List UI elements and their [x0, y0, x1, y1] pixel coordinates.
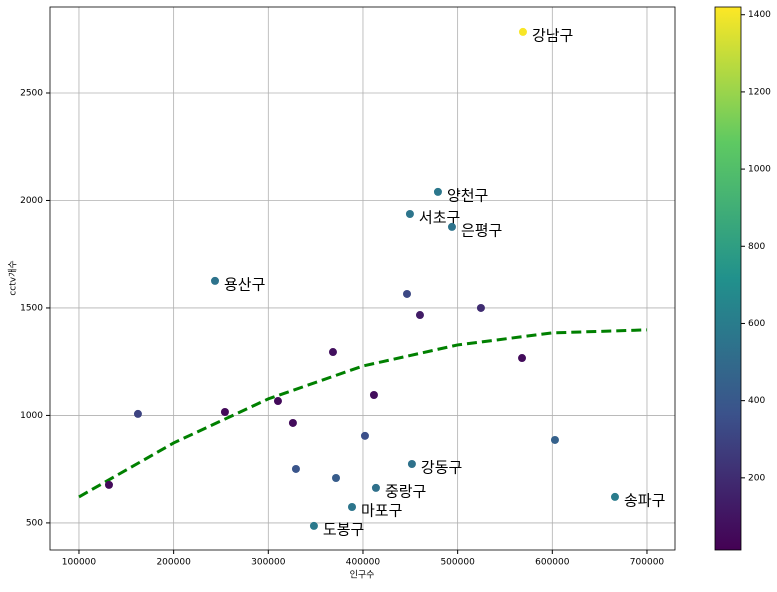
colorbar-tick-label: 1000 — [748, 165, 771, 175]
y-tick-label: 2000 — [20, 196, 43, 206]
point-label: 강동구 — [421, 459, 462, 477]
point-label: 중랑구 — [385, 482, 426, 500]
point — [610, 492, 619, 501]
x-tick-label: 200000 — [156, 558, 191, 568]
point — [369, 391, 378, 400]
x-tick-label: 100000 — [62, 558, 97, 568]
point — [360, 431, 369, 440]
point — [211, 276, 220, 285]
point — [309, 521, 318, 530]
colorbar-tick-label: 600 — [748, 319, 765, 329]
point — [288, 418, 297, 427]
point-label: 은평구 — [461, 221, 502, 239]
point — [433, 187, 442, 196]
point — [476, 303, 485, 312]
point — [550, 435, 559, 444]
point-label: 용산구 — [224, 275, 265, 293]
y-axis-label: cctv개수 — [8, 260, 19, 295]
y-tick-label: 1500 — [20, 303, 43, 313]
point — [291, 464, 300, 473]
colorbar-tick-label: 1200 — [748, 87, 771, 97]
point-label: 서초구 — [419, 209, 460, 227]
point — [328, 348, 337, 357]
point — [402, 289, 411, 298]
point — [415, 311, 424, 320]
x-tick-label: 300000 — [251, 558, 286, 568]
x-axis-label: 인구수 — [350, 570, 375, 581]
point — [331, 473, 340, 482]
colorbar — [714, 6, 742, 551]
colorbar-tick-label: 800 — [748, 242, 765, 252]
point-label: 마포구 — [361, 502, 402, 520]
x-tick-label: 500000 — [440, 558, 475, 568]
colorbar-tick-label: 400 — [748, 396, 765, 406]
x-tick-label: 400000 — [346, 558, 381, 568]
point — [518, 354, 527, 363]
point-label: 강남구 — [532, 26, 573, 44]
point — [518, 27, 527, 36]
point-label: 도봉구 — [323, 520, 364, 538]
point — [273, 397, 282, 406]
y-tick-label: 1000 — [20, 411, 43, 421]
point — [371, 483, 380, 492]
y-tick-label: 500 — [26, 518, 43, 528]
point — [405, 210, 414, 219]
x-tick-label: 700000 — [630, 558, 665, 568]
point-label: 송파구 — [624, 491, 665, 509]
trend-line — [78, 328, 648, 499]
point — [220, 407, 229, 416]
y-tick-label: 2500 — [20, 88, 43, 98]
point — [104, 480, 113, 489]
colorbar-tick-label: 200 — [748, 473, 765, 483]
point — [347, 503, 356, 512]
point — [447, 222, 456, 231]
colorbar-tick-label: 1400 — [748, 10, 771, 20]
point — [133, 409, 142, 418]
x-tick-label: 600000 — [535, 558, 570, 568]
point-label: 양천구 — [447, 186, 488, 204]
point — [407, 460, 416, 469]
plot-frame — [49, 6, 676, 551]
